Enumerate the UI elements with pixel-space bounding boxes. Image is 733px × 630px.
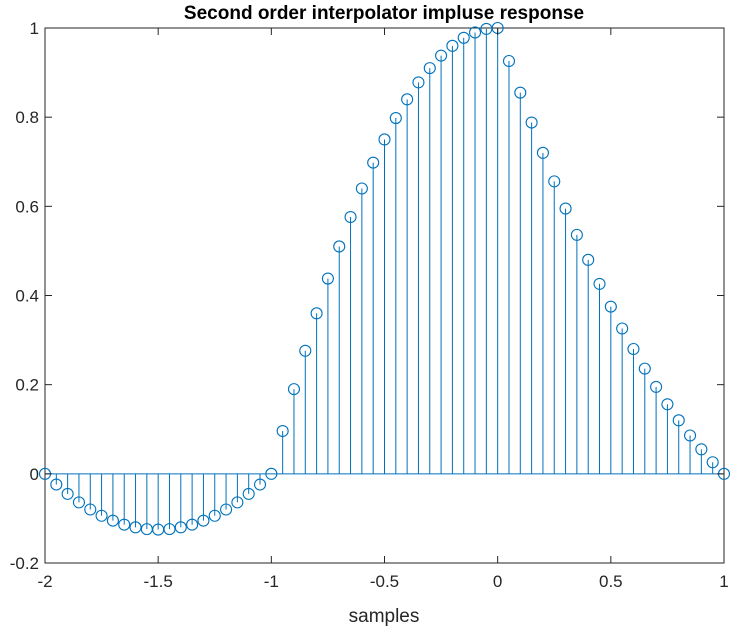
stem-marker-37 (457, 31, 470, 44)
chart-title: Second order interpolator impluse respon… (184, 3, 584, 24)
stem-marker-36 (446, 39, 459, 52)
x-tick-label-0: -2 (37, 572, 52, 591)
stem-marker-26 (333, 240, 346, 253)
stem-marker-32 (401, 93, 414, 106)
stem-marker-46 (559, 202, 572, 215)
stem-marker-43 (525, 116, 538, 129)
stem-marker-54 (650, 380, 663, 393)
stem-marker-29 (367, 156, 380, 169)
stem-marker-35 (435, 49, 448, 62)
y-tick-label-5: 0.8 (15, 108, 39, 127)
stem-marker-25 (321, 272, 334, 285)
stem-marker-48 (582, 253, 595, 266)
stem-marker-13 (186, 518, 199, 531)
x-tick-label-3: -0.5 (370, 572, 399, 591)
y-tick-label-3: 0.4 (15, 287, 39, 306)
y-tick-label-4: 0.6 (15, 197, 39, 216)
x-tick-label-4: 0 (493, 572, 502, 591)
stem-marker-5 (95, 509, 108, 522)
stem-marker-55 (661, 398, 674, 411)
y-tick-label-0: -0.2 (10, 554, 39, 573)
stem-marker-2 (61, 487, 74, 500)
stem-marker-11 (163, 523, 176, 536)
stem-marker-56 (672, 414, 685, 427)
x-tick-label-1: -1.5 (144, 572, 173, 591)
stem-marker-59 (706, 456, 719, 469)
stem-marker-34 (423, 62, 436, 75)
stem-marker-8 (129, 521, 142, 534)
stem-marker-42 (514, 86, 527, 99)
stem-marker-44 (536, 146, 549, 159)
stem-marker-3 (72, 496, 85, 509)
stem-marker-50 (604, 300, 617, 313)
stem-marker-52 (627, 342, 640, 356)
stem-marker-23 (299, 344, 312, 357)
x-axis-label: samples (349, 606, 420, 627)
stem-marker-53 (638, 362, 651, 375)
y-tick-label-1: 0 (30, 465, 39, 484)
stem-marker-7 (118, 518, 131, 531)
stem-marker-1 (50, 478, 63, 491)
stem-marker-17 (231, 496, 244, 509)
stem-marker-15 (208, 509, 221, 522)
stem-marker-16 (220, 503, 233, 516)
markers (38, 21, 731, 536)
x-ticks: -2 -1.5 -1 -0.5 0 0.5 1 (37, 28, 729, 591)
y-tick-label-6: 1 (30, 19, 39, 38)
stem-marker-49 (593, 277, 606, 290)
stem-marker-6 (106, 514, 119, 527)
stem-marker-22 (287, 383, 301, 396)
stem-marker-51 (616, 322, 629, 335)
stem-marker-38 (468, 26, 482, 39)
stem-marker-19 (253, 478, 267, 491)
stem-marker-30 (378, 133, 391, 146)
stem-marker-57 (683, 429, 697, 442)
stem-marker-27 (344, 210, 357, 224)
stem-marker-33 (412, 76, 425, 89)
stem-marker-58 (695, 443, 708, 456)
x-tick-label-5: 0.5 (599, 572, 623, 591)
stem-marker-41 (502, 54, 516, 68)
stems (55, 28, 714, 530)
stem-marker-20 (265, 467, 278, 480)
x-tick-label-2: -1 (264, 572, 279, 591)
y-ticks: -0.2 0 0.2 0.4 0.6 0.8 1 (10, 19, 724, 573)
x-tick-label-6: 1 (719, 572, 728, 591)
stem-marker-4 (84, 503, 97, 516)
stem-marker-12 (174, 521, 187, 534)
stem-marker-31 (389, 112, 402, 125)
y-tick-label-2: 0.2 (15, 376, 39, 395)
stem-marker-14 (197, 514, 210, 527)
stem-marker-28 (355, 182, 368, 195)
stem-marker-45 (548, 175, 561, 188)
stem-marker-18 (242, 487, 255, 500)
stem-marker-21 (276, 424, 289, 438)
stem-marker-47 (570, 228, 583, 241)
stem-marker-24 (310, 307, 323, 320)
